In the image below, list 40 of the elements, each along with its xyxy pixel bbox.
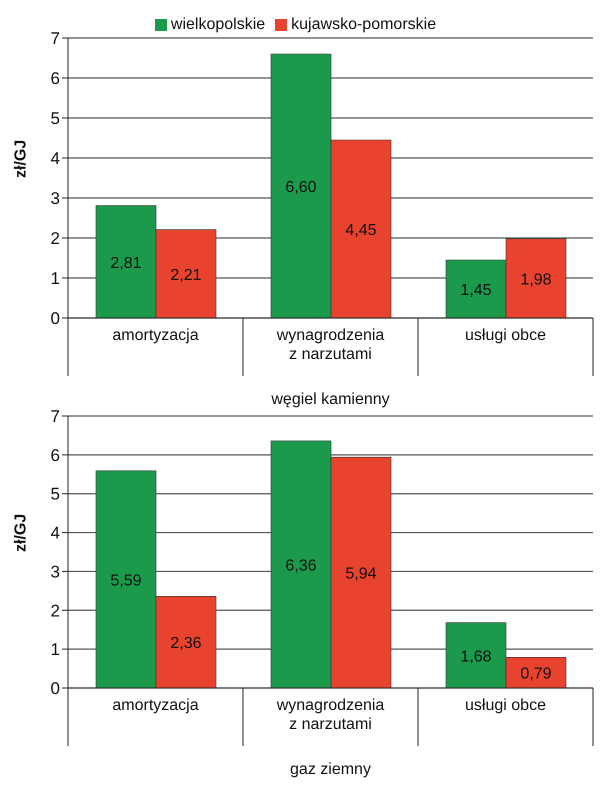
y-tick-label: 4	[50, 149, 60, 168]
data-label: 5,94	[345, 566, 377, 583]
y-tick-label: 3	[50, 562, 60, 582]
data-label: 6,36	[285, 557, 317, 574]
y-tick-label: 3	[50, 189, 60, 208]
legend-label: wielkopolskie	[170, 16, 266, 33]
y-tick-label: 0	[50, 679, 60, 698]
data-label: 6,60	[285, 179, 317, 196]
y-tick-label: 6	[50, 69, 60, 88]
data-label: 1,68	[460, 648, 492, 666]
y-tick-label: 2	[50, 229, 60, 248]
legend-label: kujawsko-pomorskie	[291, 16, 436, 33]
y-tick-label: 6	[50, 446, 60, 465]
y-tick-label: 1	[50, 269, 60, 288]
y-tick-label: 5	[50, 484, 60, 504]
y-axis-title: zł/GJ	[12, 140, 30, 178]
y-tick-label: 4	[50, 524, 60, 543]
x-axis-title: węgiel kamienny	[270, 391, 390, 408]
x-tick-label: usługi obce	[465, 697, 546, 714]
y-tick-label: 1	[50, 640, 60, 660]
x-tick-label: wynagrodzenia z narzutami	[276, 327, 384, 363]
data-label: 1,98	[520, 271, 552, 288]
data-label: 4,45	[345, 222, 377, 239]
y-tick-label: 0	[50, 309, 60, 328]
y-tick-label: 7	[50, 29, 60, 48]
data-label: 2,36	[170, 635, 202, 652]
y-tick-label: 7	[50, 407, 60, 426]
x-axis-title: gaz ziemny	[290, 761, 371, 778]
y-tick-label: 2	[50, 601, 60, 620]
y-axis-title: zł/GJ	[12, 514, 30, 552]
y-tick-label: 5	[50, 109, 60, 128]
data-label: 2,21	[170, 266, 202, 284]
data-label: 2,81	[110, 254, 142, 272]
x-tick-label: amortyzacja	[112, 697, 199, 714]
x-tick-label: wynagrodzenia z narzutami	[276, 697, 384, 733]
data-label: 0,79	[520, 666, 552, 683]
x-tick-label: usługi obce	[465, 327, 546, 344]
data-label: 5,59	[110, 572, 142, 590]
data-label: 1,45	[460, 282, 492, 299]
x-tick-label: amortyzacja	[112, 327, 199, 344]
